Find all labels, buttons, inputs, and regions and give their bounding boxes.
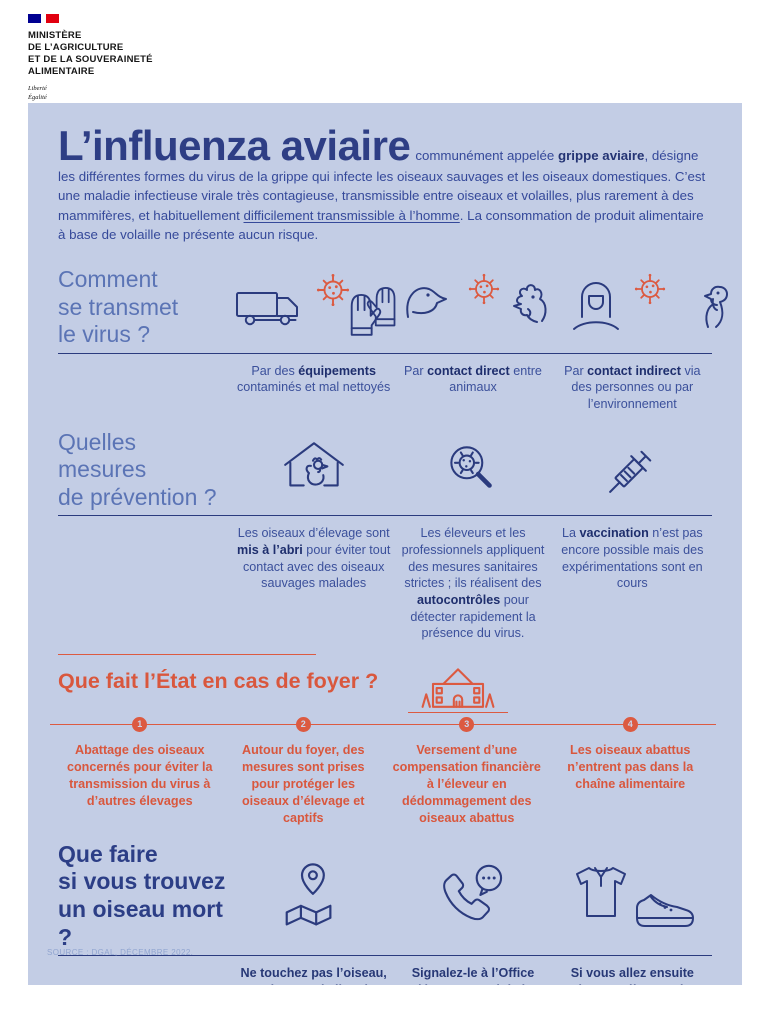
ministry-line: DE L’AGRICULTURE: [28, 41, 124, 53]
infographic-panel: L’influenza aviaire communément appelée g…: [28, 103, 742, 985]
step-number-badge: 3: [459, 716, 475, 732]
source-note: SOURCE : DGAL, DÉCEMBRE 2022.: [47, 948, 194, 957]
section-divider: [58, 955, 712, 957]
town-hall-icon: [421, 668, 495, 708]
town-hall-underline: [408, 711, 509, 713]
transmission-caption-2: Par contact direct entre animaux: [404, 363, 542, 395]
ministry-line: MINISTÈRE: [28, 30, 82, 41]
step-number-badge: 2: [295, 716, 311, 732]
state-actions-heading: Que fait l’État en cas de foyer ?: [58, 668, 379, 693]
intro-text: , désigne les différentes formes du viru…: [58, 148, 706, 223]
steps-timeline: 1 2 3 4: [50, 716, 716, 733]
ministry-line: ALIMENTAIRE: [28, 65, 95, 77]
motto-line: Liberté: [28, 84, 47, 92]
transmission-heading: Comment se transmet le virus ?: [58, 266, 234, 349]
prevention-caption-1: Les oiseaux d’élevage sont mis à l’abri …: [237, 526, 391, 591]
syringe-icon: [609, 450, 652, 493]
ministry-line: ET DE LA SOUVERAINETÉ: [28, 53, 153, 65]
section-divider: [58, 352, 712, 354]
state-step-1: Abattage des oiseaux concernés pour évit…: [66, 742, 213, 808]
dead-bird-caption-1: Ne touchez pas l’oiseau, mais notez le l…: [240, 966, 387, 985]
motto-line: Égalité: [28, 94, 47, 102]
ministry-name: MINISTÈRE DE L’AGRICULTURE ET DE LA SOUV…: [28, 30, 153, 78]
dead-bird-section: Que faire si vous trouvez un oiseau mort…: [58, 841, 712, 985]
intro-bold-text: grippe aviaire: [557, 148, 645, 163]
dead-bird-caption-3: Si vous allez ensuite dans un élevage de…: [570, 966, 694, 985]
heading-line: si vous trouvez: [58, 868, 226, 895]
heading-line: de prévention ?: [58, 483, 217, 510]
state-actions-section: Que fait l’État en cas de foyer ?: [50, 653, 716, 827]
transmission-caption-1: Par des équipements contaminés et mal ne…: [237, 363, 391, 395]
heading-line: Comment: [58, 266, 158, 293]
intro-text: communément appelée: [415, 148, 558, 163]
duck-virus-rooster-icon: [406, 273, 547, 324]
intro-text: . La consommation de produit alimentaire…: [58, 207, 704, 242]
transmission-caption-3: Par contact indirect via des personnes o…: [564, 363, 701, 412]
section-divider: [58, 515, 712, 517]
dead-bird-caption-2: Signalez-le à l’Office départemental de …: [411, 966, 535, 985]
state-step-4: Les oiseaux abattus n’entrent pas dans l…: [567, 742, 694, 791]
transmission-section: Comment se transmet le virus ?: [58, 266, 728, 413]
magnifier-virus-icon: [450, 446, 492, 488]
orange-divider: [58, 653, 316, 655]
intro-paragraph: L’influenza aviaire communément appelée g…: [58, 125, 712, 244]
heading-line: Que faire: [58, 840, 158, 867]
heading-line: se transmet: [58, 293, 179, 320]
heading-line: mesures: [58, 456, 147, 483]
state-step-2: Autour du foyer, des mesures sont prises…: [241, 742, 365, 825]
step-number-badge: 4: [622, 716, 638, 732]
person-virus-turkey-icon: [573, 273, 728, 331]
page-title: L’influenza aviaire: [58, 122, 411, 169]
intro-underlined-text: difficilement transmissible à l’homme: [243, 207, 460, 223]
barn-chicken-icon: [283, 442, 344, 487]
prevention-caption-2: Les éleveurs et les professionnels appli…: [401, 526, 545, 641]
state-step-3: Versement d’une compensation financière …: [392, 742, 541, 825]
heading-line: un oiseau mort ?: [58, 895, 223, 950]
phone-call-icon: [443, 864, 503, 921]
heading-line: le virus ?: [58, 321, 151, 348]
prevention-section: Quelles mesures de prévention ?: [58, 429, 712, 642]
truck-virus-gloves-icon: [236, 273, 396, 337]
heading-line: Quelles: [58, 428, 136, 455]
map-pin-icon: [285, 863, 332, 926]
dead-bird-heading: Que faire si vous trouvez un oiseau mort…: [58, 841, 234, 951]
step-number-badge: 1: [132, 716, 148, 732]
prevention-caption-3: La vaccination n’est pas encore possible…: [561, 526, 704, 591]
prevention-heading: Quelles mesures de prévention ?: [58, 429, 234, 512]
clothes-shoes-icon: [576, 866, 695, 927]
french-flag-icon: [28, 14, 153, 23]
gov-logo: MINISTÈRE DE L’AGRICULTURE ET DE LA SOUV…: [28, 14, 153, 113]
